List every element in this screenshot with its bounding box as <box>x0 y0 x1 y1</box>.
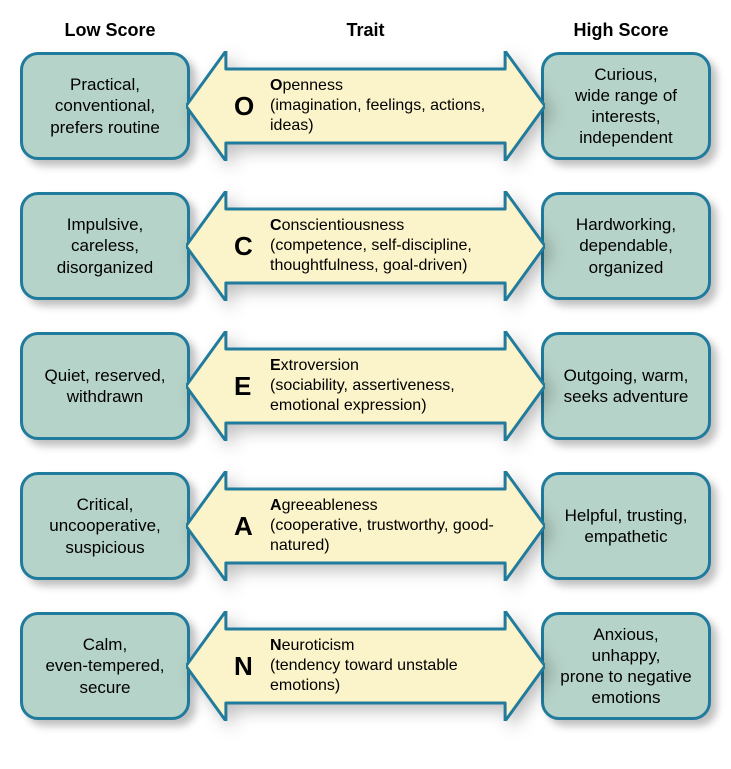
trait-name: Neuroticism <box>270 636 497 656</box>
high-score-box: Outgoing, warm, seeks adventure <box>541 332 711 440</box>
trait-letter: C <box>234 231 270 262</box>
trait-desc: (cooperative, trustworthy, good-natured) <box>270 516 497 556</box>
trait-letter: E <box>234 371 270 402</box>
low-score-box: Impulsive, careless, disorganized <box>20 192 190 300</box>
trait-desc: (sociability, assertiveness, emotional e… <box>270 376 497 416</box>
trait-name: Openness <box>270 76 497 96</box>
header-trait: Trait <box>200 20 531 41</box>
trait-row: Practical, conventional, prefers routine… <box>20 51 711 161</box>
trait-name: Extroversion <box>270 356 497 376</box>
trait-row: Calm, even-tempered, secure N Neuroticis… <box>20 611 711 721</box>
header-low: Low Score <box>20 20 200 41</box>
trait-arrow: E Extroversion (sociability, assertivene… <box>186 331 545 441</box>
trait-arrow: O Openness (imagination, feelings, actio… <box>186 51 545 161</box>
trait-text: Conscientiousness (competence, self-disc… <box>270 216 497 276</box>
high-score-box: Anxious, unhappy, prone to negative emot… <box>541 612 711 720</box>
high-score-box: Helpful, trusting, empathetic <box>541 472 711 580</box>
trait-name: Conscientiousness <box>270 216 497 236</box>
header-row: Low Score Trait High Score <box>20 20 711 41</box>
trait-row: Impulsive, careless, disorganized C Cons… <box>20 191 711 301</box>
trait-letter: A <box>234 511 270 542</box>
high-score-box: Hardworking, dependable, organized <box>541 192 711 300</box>
trait-desc: (tendency toward unstable emotions) <box>270 656 497 696</box>
trait-text: Extroversion (sociability, assertiveness… <box>270 356 497 416</box>
trait-arrow: A Agreeableness (cooperative, trustworth… <box>186 471 545 581</box>
low-score-box: Calm, even-tempered, secure <box>20 612 190 720</box>
trait-row: Quiet, reserved, withdrawn E Extroversio… <box>20 331 711 441</box>
trait-arrow: N Neuroticism (tendency toward unstable … <box>186 611 545 721</box>
ocean-diagram: Low Score Trait High Score Practical, co… <box>20 20 711 721</box>
trait-text: Neuroticism (tendency toward unstable em… <box>270 636 497 696</box>
trait-desc: (competence, self-discipline, thoughtful… <box>270 236 497 276</box>
header-high: High Score <box>531 20 711 41</box>
trait-row: Critical, uncooperative, suspicious A Ag… <box>20 471 711 581</box>
low-score-box: Quiet, reserved, withdrawn <box>20 332 190 440</box>
trait-arrow: C Conscientiousness (competence, self-di… <box>186 191 545 301</box>
trait-text: Agreeableness (cooperative, trustworthy,… <box>270 496 497 556</box>
high-score-box: Curious, wide range of interests, indepe… <box>541 52 711 160</box>
trait-text: Openness (imagination, feelings, actions… <box>270 76 497 136</box>
trait-letter: N <box>234 651 270 682</box>
rows: Practical, conventional, prefers routine… <box>20 51 711 721</box>
trait-name: Agreeableness <box>270 496 497 516</box>
low-score-box: Practical, conventional, prefers routine <box>20 52 190 160</box>
trait-letter: O <box>234 91 270 122</box>
low-score-box: Critical, uncooperative, suspicious <box>20 472 190 580</box>
trait-desc: (imagination, feelings, actions, ideas) <box>270 96 497 136</box>
